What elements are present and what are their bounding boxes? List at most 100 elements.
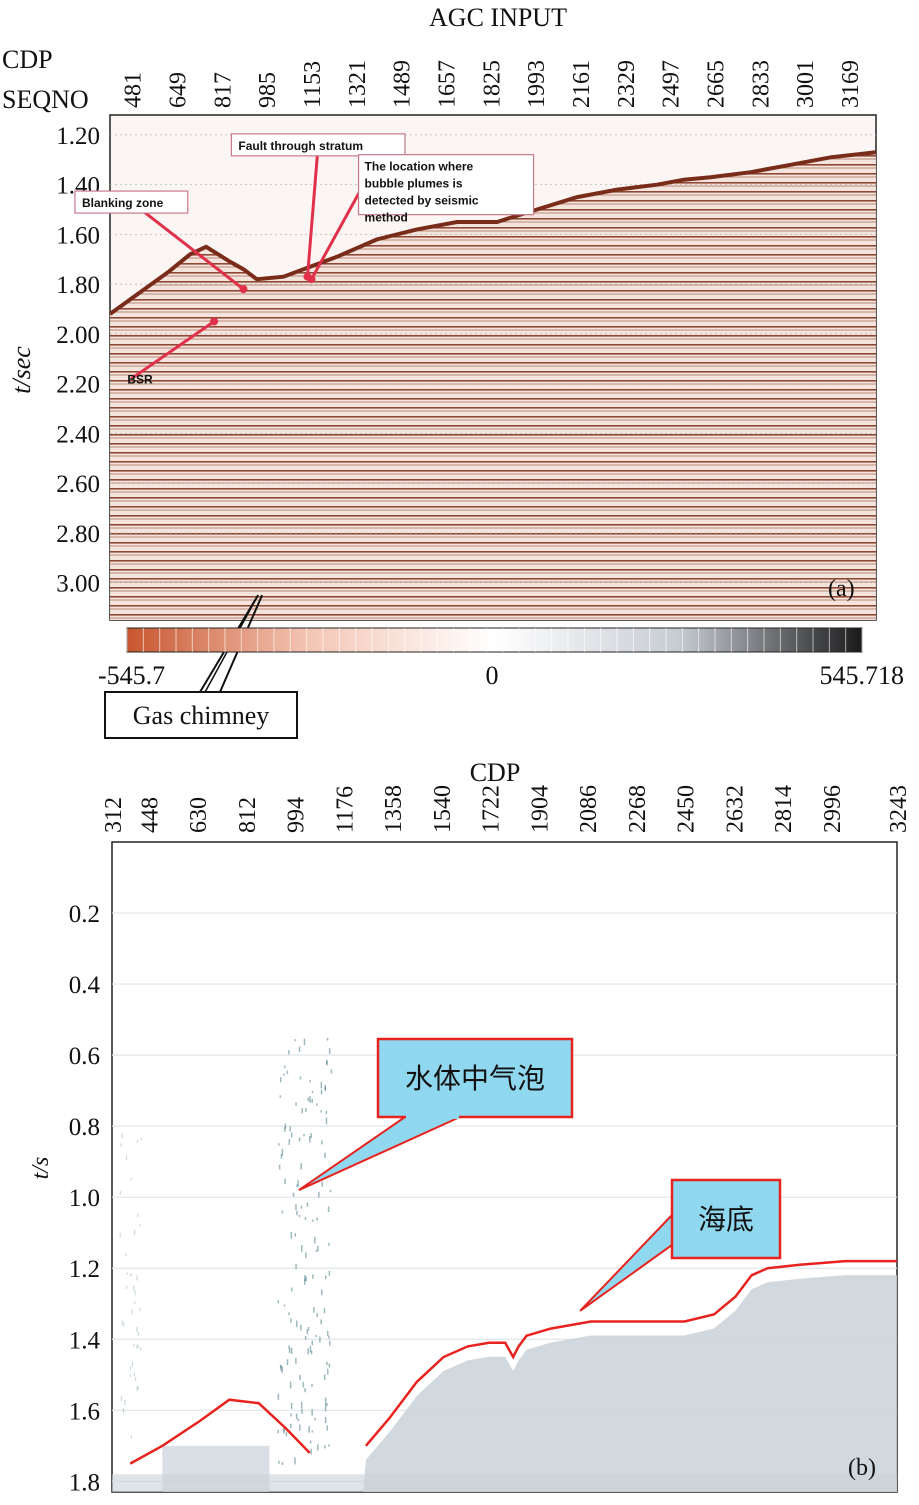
bubble-mark (305, 1107, 307, 1112)
bubble-mark (279, 1364, 282, 1369)
bubble-mark (296, 1184, 298, 1188)
annotation-arrowhead-a (210, 317, 219, 326)
title-b: CDP (470, 758, 521, 787)
bubble-mark (278, 1460, 280, 1464)
bubble-mark (311, 1219, 314, 1222)
bubble-mark (306, 1329, 309, 1335)
x-tick-label-b: 630 (186, 797, 212, 833)
bubble-mark (304, 1388, 306, 1393)
bubble-mark (131, 1309, 133, 1315)
panel-b: CDP 312 448 630 812 994 1176 1358 1540 1722 1904 2… (0, 745, 919, 1500)
bubble-mark (289, 1126, 291, 1132)
bubble-mark (326, 1403, 328, 1407)
bubble-mark (139, 1224, 141, 1227)
y-tick-labels-b: 0.2 0.4 0.6 0.8 1.0 1.2 1.4 1.6 1.8 (69, 901, 101, 1496)
bubble-mark (307, 1097, 309, 1102)
bubble-mark (305, 1276, 307, 1282)
seafloor-line-segment (364, 1259, 897, 1447)
bubble-mark (316, 1217, 318, 1221)
x-tick-label-a: 1825 (479, 60, 505, 108)
bubble-mark (281, 1210, 284, 1214)
annotation-label-a: method (365, 211, 408, 225)
y-tick-label-b: 1.0 (69, 1185, 100, 1212)
bubble-mark (308, 1426, 310, 1433)
x-tick-label-a: 3001 (793, 60, 819, 108)
bubble-mark (303, 1038, 306, 1046)
bubble-mark (134, 1290, 136, 1296)
bubble-mark (328, 1048, 331, 1054)
bubble-mark (307, 1348, 309, 1355)
bubble-mark (283, 1427, 285, 1434)
bubble-mark (277, 1429, 280, 1434)
bubble-mark (296, 1210, 298, 1216)
bubble-mark (310, 1350, 313, 1355)
bubble-mark (284, 1178, 286, 1185)
bubble-mark (294, 1233, 297, 1237)
x-tick-label-a: 1489 (390, 60, 416, 108)
bubble-mark (294, 1039, 296, 1042)
bubble-mark (311, 1409, 313, 1416)
y-tick-label-b: 1.2 (69, 1256, 100, 1283)
seismic-section-a: AGC INPUT CDP SEQNO 481 649 817 985 1153 1321… (2, 3, 904, 739)
x-tick-label-b: 994 (284, 797, 310, 833)
bubble-mark (300, 1244, 303, 1252)
bubble-mark (281, 1366, 284, 1373)
y-tick-label-a: 2.20 (56, 372, 100, 399)
colorbar-mid-label: 0 (486, 661, 499, 690)
bubble-mark (327, 1206, 330, 1212)
bubble-mark (313, 1307, 315, 1313)
callout-label: 水体中气泡 (405, 1062, 545, 1095)
bubble-mark (290, 1413, 292, 1417)
bubble-mark (328, 1363, 331, 1368)
y-tick-label-a: 2.40 (56, 421, 100, 448)
x-tick-label-b: 1176 (332, 786, 358, 833)
bubble-mark (300, 1324, 302, 1331)
bubble-mark (324, 1445, 326, 1449)
annotation-box-a (230, 133, 406, 157)
bubble-mark (324, 1152, 326, 1159)
bubble-mark (304, 1279, 306, 1285)
x-tick-label-a: 3169 (838, 60, 864, 108)
x-tick-label-a: 2665 (704, 60, 730, 108)
bubble-mark (326, 1059, 328, 1066)
bubble-mark (311, 1383, 313, 1388)
bubble-mark (318, 1191, 320, 1198)
bubble-mark (309, 1096, 311, 1103)
bubble-mark (320, 1110, 323, 1113)
bubble-mark (133, 1372, 135, 1377)
bubble-mark (321, 1181, 324, 1187)
bubble-mark (280, 1153, 283, 1159)
title-a: AGC INPUT (429, 3, 567, 32)
bubble-mark (295, 1413, 298, 1420)
bubble-mark (290, 1318, 292, 1323)
bubble-mark (122, 1407, 125, 1414)
bubble-mark (288, 1348, 291, 1353)
bubble-mark (129, 1374, 131, 1378)
y-tick-label-b: 0.4 (69, 972, 101, 999)
bubble-mark (311, 1430, 314, 1433)
annotation-box-a (357, 154, 535, 216)
bubble-mark (328, 1335, 330, 1339)
annotation-label-a: Fault through stratum (238, 139, 363, 153)
bubble-mark (300, 1401, 303, 1409)
bubble-mark (321, 1289, 323, 1296)
x-tick-label-b: 448 (137, 797, 163, 833)
bubble-mark (277, 1300, 280, 1304)
bubble-mark (309, 1440, 312, 1444)
bubble-mark (302, 1381, 305, 1388)
x-tick-label-a: 2329 (614, 60, 640, 108)
bubble-mark (288, 1312, 290, 1316)
bubble-mark (288, 1050, 290, 1055)
x-tick-label-a: 1153 (300, 61, 326, 108)
bubble-mark (328, 1242, 330, 1246)
bubble-mark (311, 1090, 314, 1094)
bubble-mark (279, 1095, 281, 1098)
x-tick-label-a: 2497 (659, 60, 685, 108)
panel-label-a: (a) (828, 576, 855, 602)
bubble-mark (278, 1164, 281, 1170)
bubble-mark (305, 1252, 307, 1259)
x-tick-label-b: 2996 (820, 785, 846, 833)
x-tick-label-a: 2833 (748, 60, 774, 108)
callout-label: 海底 (698, 1203, 754, 1236)
